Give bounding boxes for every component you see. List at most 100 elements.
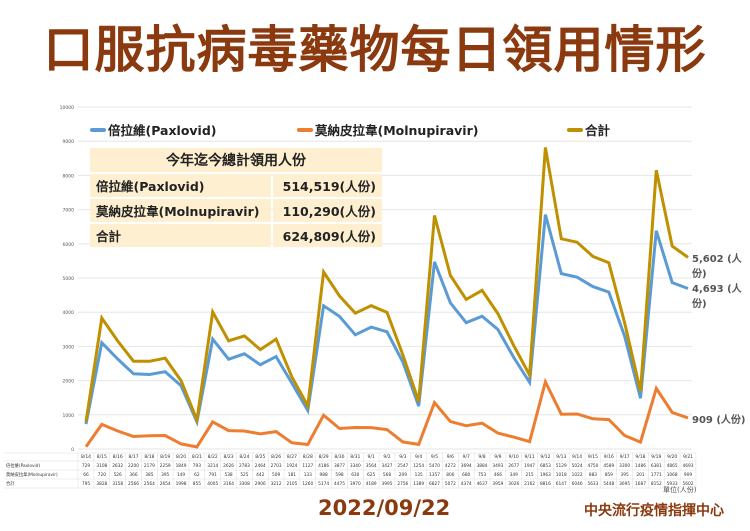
y-tick-label: 4000 [63, 310, 75, 316]
data-label: 2564 [144, 481, 155, 487]
data-label: 6853 [540, 463, 551, 469]
data-label: 5448 [603, 481, 614, 487]
legend-item-molnupiravir: 莫納皮拉韋(Molnupiravir) [297, 120, 478, 139]
legend-item-total: 合計 [567, 120, 610, 139]
data-label: 4693 [683, 463, 694, 469]
y-tick-label: 6000 [63, 242, 75, 248]
x-tick-label: 9/17 [620, 454, 630, 460]
data-label: 62 [194, 472, 200, 478]
data-label: 5174 [318, 481, 329, 487]
legend-swatch-molnupiravir [297, 127, 313, 132]
data-label: 2179 [144, 463, 155, 469]
page-title: 口服抗病毒藥物每日領用情形 [43, 21, 707, 79]
data-label: 2162 [524, 481, 535, 487]
x-tick-label: 8/15 [97, 454, 107, 460]
data-label: 4189 [366, 481, 377, 487]
data-label: 3884 [477, 463, 488, 469]
data-label: 2756 [397, 481, 408, 487]
data-label: 2703 [271, 463, 282, 469]
data-label: 1771 [651, 472, 662, 478]
summary-value: 110,290(人份) [273, 199, 382, 222]
x-tick-label: 9/14 [572, 454, 582, 460]
data-label: 883 [589, 472, 597, 478]
x-tick-label: 9/20 [667, 454, 677, 460]
data-label: 1068 [667, 472, 678, 478]
data-label: 3564 [366, 463, 377, 469]
x-tick-label: 9/16 [604, 454, 614, 460]
data-label: 385 [145, 472, 153, 478]
data-label: 5072 [445, 481, 456, 487]
summary-row: 莫納皮拉韋(Molnupiravir) 110,290(人份) [90, 199, 382, 222]
data-label: 395 [161, 472, 169, 478]
y-tick-label: 0 [71, 447, 74, 453]
data-label: 66 [83, 472, 89, 478]
data-label: 2464 [255, 463, 266, 469]
data-label: 2783 [239, 463, 250, 469]
data-label: 3164 [223, 481, 234, 487]
data-label: 1260 [302, 481, 313, 487]
data-label: 1849 [176, 463, 187, 469]
data-label: 3026 [508, 481, 519, 487]
data-label: 3308 [239, 481, 250, 487]
x-tick-label: 8/29 [319, 454, 329, 460]
data-label: 2632 [112, 463, 123, 469]
x-tick-label: 8/24 [239, 454, 249, 460]
data-label: 4186 [318, 463, 329, 469]
data-label: 366 [129, 472, 137, 478]
data-label: 1947 [524, 463, 535, 469]
data-label: 6381 [651, 463, 662, 469]
legend-label-molnupiravir: 莫納皮拉韋(Molnupiravir) [315, 123, 479, 138]
data-label: 3694 [461, 463, 472, 469]
y-tick-label: 8000 [63, 173, 75, 179]
data-label: 8816 [540, 481, 551, 487]
data-label: 5602 [683, 481, 694, 487]
data-label: 800 [446, 472, 454, 478]
data-label: 3828 [96, 481, 107, 487]
x-tick-label: 8/14 [81, 454, 91, 460]
unit-label: 單位(人份) [663, 486, 697, 494]
data-label: 3340 [350, 463, 361, 469]
x-tick-label: 9/4 [415, 454, 422, 460]
data-label: 4475 [334, 481, 345, 487]
data-label: 149 [177, 472, 185, 478]
data-label: 1022 [572, 472, 583, 478]
summary-label: 合計 [90, 224, 272, 247]
data-label: 3959 [492, 481, 503, 487]
data-label: 2566 [128, 481, 139, 487]
data-label: 2200 [128, 463, 139, 469]
x-tick-label: 8/28 [303, 454, 313, 460]
data-label: 349 [510, 472, 518, 478]
legend-item-paxlovid: 倍拉維(Paxlovid) [90, 120, 217, 139]
x-tick-label: 9/19 [651, 454, 661, 460]
data-label: 1963 [540, 472, 551, 478]
x-tick-label: 8/30 [334, 454, 344, 460]
x-tick-label: 8/16 [113, 454, 123, 460]
data-label: 3300 [619, 463, 630, 469]
end-label-total: 5,602 (人份) [692, 254, 742, 280]
summary-label: 莫納皮拉韋(Molnupiravir) [90, 199, 272, 222]
data-label: 5470 [429, 463, 440, 469]
data-label: 1687 [635, 481, 646, 487]
x-tick-label: 9/10 [509, 454, 519, 460]
x-tick-label: 9/11 [525, 454, 535, 460]
data-label: 1486 [635, 463, 646, 469]
legend-swatch-total [567, 127, 583, 132]
legend-label-total: 合計 [585, 123, 611, 138]
data-label: 1254 [413, 463, 424, 469]
data-label: 395 [621, 472, 629, 478]
data-label: 4637 [477, 481, 488, 487]
data-label: 2677 [508, 463, 519, 469]
data-label: 442 [256, 472, 264, 478]
data-label: 3695 [619, 481, 630, 487]
data-label: 680 [462, 472, 470, 478]
data-label: 509 [272, 472, 280, 478]
data-label: 630 [351, 472, 359, 478]
data-label: 3214 [207, 463, 218, 469]
data-label: 753 [478, 472, 486, 478]
summary-value: 624,809(人份) [273, 224, 382, 247]
summary-row: 合計 624,809(人份) [90, 224, 382, 247]
data-label: 2259 [160, 463, 171, 469]
x-tick-label: 8/22 [208, 454, 218, 460]
summary-label: 倍拉維(Paxlovid) [90, 174, 272, 197]
